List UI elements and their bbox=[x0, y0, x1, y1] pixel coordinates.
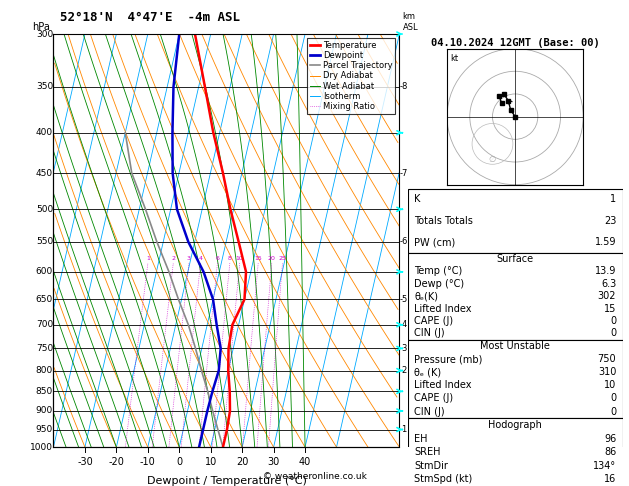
Text: -7: -7 bbox=[400, 169, 408, 178]
Text: Mixing Ratio (g/kg): Mixing Ratio (g/kg) bbox=[418, 201, 426, 280]
Text: 1.59: 1.59 bbox=[595, 237, 616, 247]
Text: 6: 6 bbox=[216, 256, 220, 261]
Text: 15: 15 bbox=[604, 304, 616, 313]
Text: hPa: hPa bbox=[33, 21, 50, 32]
Text: Most Unstable: Most Unstable bbox=[480, 341, 550, 351]
Text: 700: 700 bbox=[36, 320, 53, 329]
Text: 2: 2 bbox=[171, 256, 175, 261]
Text: 20: 20 bbox=[268, 256, 276, 261]
Text: CAPE (J): CAPE (J) bbox=[414, 316, 453, 326]
Text: 350: 350 bbox=[36, 83, 53, 91]
Text: 300: 300 bbox=[36, 30, 53, 38]
Text: -20: -20 bbox=[108, 457, 125, 468]
Text: 52°18'N  4°47'E  -4m ASL: 52°18'N 4°47'E -4m ASL bbox=[60, 11, 240, 24]
Text: km
ASL: km ASL bbox=[403, 12, 418, 32]
Text: 13.9: 13.9 bbox=[595, 266, 616, 277]
Text: 800: 800 bbox=[36, 366, 53, 375]
Text: Hodograph: Hodograph bbox=[488, 420, 542, 430]
Text: -3: -3 bbox=[400, 344, 408, 353]
Text: ∅: ∅ bbox=[489, 155, 496, 164]
Text: -30: -30 bbox=[77, 457, 93, 468]
Text: 10: 10 bbox=[204, 457, 217, 468]
Text: 16: 16 bbox=[604, 474, 616, 485]
Text: 450: 450 bbox=[36, 169, 53, 178]
Text: Totals Totals: Totals Totals bbox=[414, 216, 473, 226]
Text: 1: 1 bbox=[610, 194, 616, 205]
Text: 3: 3 bbox=[187, 256, 191, 261]
Text: -10: -10 bbox=[140, 457, 156, 468]
Text: Dewp (°C): Dewp (°C) bbox=[414, 279, 464, 289]
Text: 1000: 1000 bbox=[30, 443, 53, 451]
Text: StmSpd (kt): StmSpd (kt) bbox=[414, 474, 472, 485]
Text: -6: -6 bbox=[400, 238, 408, 246]
Text: 40: 40 bbox=[299, 457, 311, 468]
Text: 600: 600 bbox=[36, 267, 53, 277]
Text: 950: 950 bbox=[36, 425, 53, 434]
Text: 0: 0 bbox=[610, 316, 616, 326]
Text: 550: 550 bbox=[36, 238, 53, 246]
Text: SREH: SREH bbox=[414, 447, 440, 457]
Bar bbox=[408, 189, 623, 253]
Text: 8: 8 bbox=[228, 256, 231, 261]
Text: CIN (J): CIN (J) bbox=[414, 407, 445, 417]
Text: 0: 0 bbox=[610, 329, 616, 338]
Text: Lifted Index: Lifted Index bbox=[414, 304, 472, 313]
Text: 86: 86 bbox=[604, 447, 616, 457]
Text: 500: 500 bbox=[36, 205, 53, 214]
Text: 0: 0 bbox=[176, 457, 182, 468]
Text: -2: -2 bbox=[400, 366, 408, 375]
Text: K: K bbox=[414, 194, 420, 205]
Text: Pressure (mb): Pressure (mb) bbox=[414, 354, 482, 364]
Legend: Temperature, Dewpoint, Parcel Trajectory, Dry Adiabat, Wet Adiabat, Isotherm, Mi: Temperature, Dewpoint, Parcel Trajectory… bbox=[308, 38, 395, 114]
Text: θₑ (K): θₑ (K) bbox=[414, 367, 441, 377]
Text: 750: 750 bbox=[598, 354, 616, 364]
Text: 400: 400 bbox=[36, 128, 53, 137]
Text: 650: 650 bbox=[36, 295, 53, 304]
Text: -8: -8 bbox=[400, 83, 408, 91]
Text: 4: 4 bbox=[199, 256, 203, 261]
Text: 6.3: 6.3 bbox=[601, 279, 616, 289]
Bar bbox=[408, 418, 623, 486]
Text: θₑ(K): θₑ(K) bbox=[414, 291, 438, 301]
Text: 302: 302 bbox=[598, 291, 616, 301]
Text: StmDir: StmDir bbox=[414, 461, 448, 471]
Text: 0: 0 bbox=[610, 407, 616, 417]
Text: 10: 10 bbox=[236, 256, 243, 261]
Text: 30: 30 bbox=[267, 457, 280, 468]
Text: 20: 20 bbox=[236, 457, 248, 468]
Text: 04.10.2024 12GMT (Base: 00): 04.10.2024 12GMT (Base: 00) bbox=[431, 38, 599, 48]
Text: 25: 25 bbox=[279, 256, 286, 261]
Text: 15: 15 bbox=[254, 256, 262, 261]
Text: 10: 10 bbox=[604, 381, 616, 390]
Text: -1LCL: -1LCL bbox=[400, 425, 423, 434]
Text: EH: EH bbox=[414, 434, 428, 444]
Text: 850: 850 bbox=[36, 387, 53, 396]
Bar bbox=[408, 340, 623, 418]
Text: 1: 1 bbox=[146, 256, 150, 261]
Text: -4: -4 bbox=[400, 320, 408, 329]
Text: 23: 23 bbox=[604, 216, 616, 226]
Text: CIN (J): CIN (J) bbox=[414, 329, 445, 338]
Text: Temp (°C): Temp (°C) bbox=[414, 266, 462, 277]
Text: PW (cm): PW (cm) bbox=[414, 237, 455, 247]
Text: Dewpoint / Temperature (°C): Dewpoint / Temperature (°C) bbox=[147, 476, 306, 486]
Text: 96: 96 bbox=[604, 434, 616, 444]
Text: CAPE (J): CAPE (J) bbox=[414, 394, 453, 403]
Text: 750: 750 bbox=[36, 344, 53, 353]
Text: Lifted Index: Lifted Index bbox=[414, 381, 472, 390]
Text: kt: kt bbox=[450, 54, 458, 63]
Text: 900: 900 bbox=[36, 406, 53, 416]
Text: 310: 310 bbox=[598, 367, 616, 377]
Text: Surface: Surface bbox=[496, 254, 534, 264]
Text: 134°: 134° bbox=[593, 461, 616, 471]
Bar bbox=[408, 253, 623, 340]
Text: 0: 0 bbox=[610, 394, 616, 403]
Text: © weatheronline.co.uk: © weatheronline.co.uk bbox=[262, 472, 367, 481]
Text: -5: -5 bbox=[400, 295, 408, 304]
